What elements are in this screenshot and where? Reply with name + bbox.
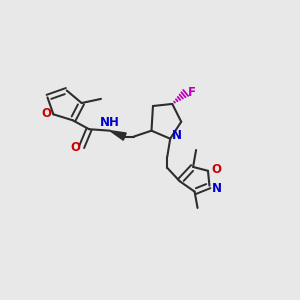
Polygon shape	[110, 131, 126, 140]
Text: N: N	[212, 182, 222, 194]
Text: N: N	[172, 129, 182, 142]
Text: O: O	[41, 107, 51, 120]
Text: F: F	[188, 86, 196, 99]
Text: O: O	[211, 163, 221, 176]
Text: NH: NH	[100, 116, 119, 129]
Text: O: O	[70, 141, 80, 154]
